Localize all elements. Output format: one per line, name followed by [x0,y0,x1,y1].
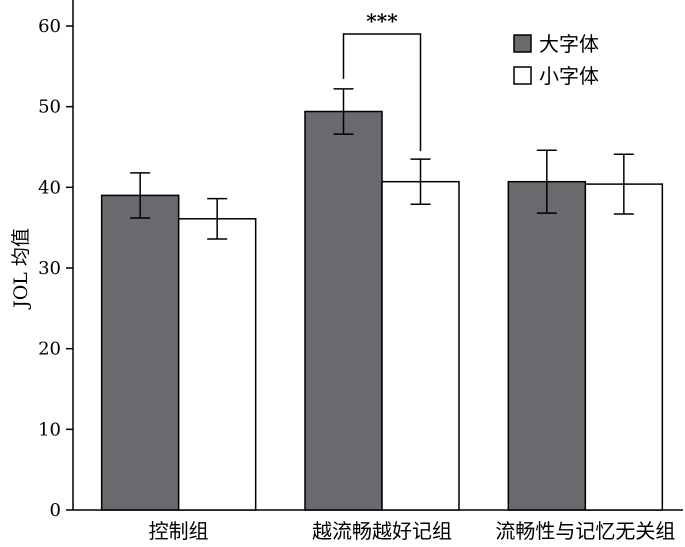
y-tick-label: 50 [38,97,61,118]
legend-label: 小字体 [539,64,599,88]
legend-swatch-大字体 [513,34,532,53]
y-tick-label: 30 [38,258,61,279]
bar-大字体 [304,110,383,511]
significance-label: *** [366,9,398,33]
y-tick-label: 0 [50,500,61,521]
bar-小字体 [584,183,664,511]
bar-小字体 [381,180,460,511]
y-tick-label: 40 [38,177,61,198]
legend-swatch-小字体 [513,66,532,85]
x-category-label: 控制组 [149,519,209,542]
y-tick-label: 20 [38,339,61,360]
y-axis-label: JOL 均值 [10,228,32,310]
x-category-label: 越流畅越好记组 [312,519,452,542]
bar-大字体 [507,180,587,511]
legend-label: 大字体 [539,32,599,56]
y-tick-label: 60 [38,16,61,37]
bar-小字体 [177,218,257,511]
x-category-label: 流畅性与记忆无关组 [495,519,675,542]
bar-大字体 [100,194,180,511]
y-tick-label: 10 [38,419,61,440]
significance-bracket [342,33,422,152]
